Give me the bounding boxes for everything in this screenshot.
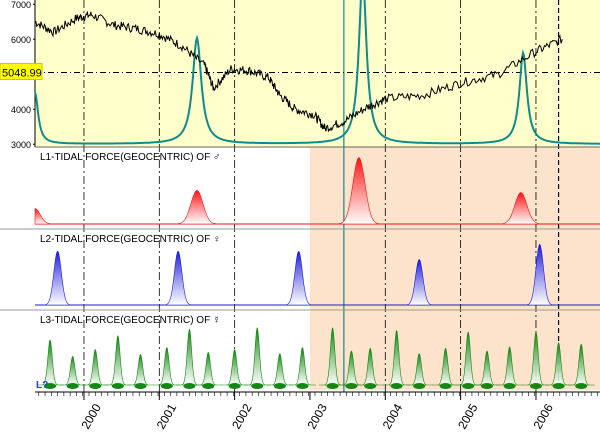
mercury-trough-13 (345, 383, 358, 389)
mercury-trough-19 (481, 383, 493, 389)
mercury-trough-0 (44, 383, 57, 389)
mercury-trough-3 (111, 383, 124, 389)
mercury-peak-10 (266, 353, 294, 386)
x-tick-label-2000: 2000 (78, 401, 104, 431)
mercury-peak-5 (153, 347, 181, 386)
panel-label-venus: L2-TIDAL FORCE(GEOCENTRIC) OF ♀ (40, 234, 220, 245)
mercury-peak-6 (175, 328, 203, 386)
venus-peak-0 (35, 250, 81, 306)
mercury-trough-20 (503, 383, 516, 389)
mercury-trough-22 (552, 383, 565, 389)
mercury-trough-16 (413, 383, 426, 389)
mercury-trough-8 (228, 383, 241, 389)
mercury-trough-6 (183, 383, 196, 389)
mercury-peak-8 (221, 349, 249, 386)
mars-peak-2 (322, 157, 396, 225)
y-tick-label-4: 3000 (11, 140, 31, 150)
mercury-trough-12 (326, 383, 339, 389)
x-tick-label-2001: 2001 (154, 401, 180, 431)
mercury-peak-16 (405, 353, 433, 386)
venus-panel (35, 243, 600, 306)
mercury-trough-15 (390, 383, 403, 389)
mars-peak-0 (34, 208, 67, 225)
mercury-trough-23 (575, 383, 588, 389)
x-tick-label-2002: 2002 (229, 401, 255, 431)
x-tick-label-2006: 2006 (530, 401, 556, 431)
mercury-peak-4 (126, 353, 154, 386)
mercury-trough-21 (529, 383, 542, 389)
grid-lines (83, 0, 560, 392)
mercury-trough-14 (364, 383, 377, 389)
x-axis: 2000 2001 2002 2003 2004 2005 2006 (35, 391, 600, 432)
y-tick-label-0: 7000 (11, 0, 31, 10)
venus-peak-1 (155, 250, 201, 306)
mercury-peak-14 (356, 347, 384, 386)
x-tick-label-2004: 2004 (380, 401, 406, 431)
current-value-box (0, 62, 43, 80)
mercury-peak-2 (81, 349, 109, 386)
venus-peak-3 (396, 259, 442, 306)
mercury-trough-18 (462, 383, 475, 389)
mercury-peak-7 (194, 351, 222, 386)
mars-peak-1 (160, 190, 234, 225)
x-tick-label-2005: 2005 (455, 401, 481, 431)
price-panel: 70006000500040003000 5048.99 (0, 0, 600, 150)
mercury-peak-9 (243, 327, 271, 386)
y-tick-label-3: 4000 (11, 105, 31, 115)
mercury-trough-1 (66, 383, 79, 389)
mercury-peak-1 (59, 355, 87, 386)
mercury-peak-23 (567, 343, 595, 386)
mercury-trough-4 (134, 383, 147, 389)
venus-peak-2 (276, 250, 322, 306)
mercury-trough-9 (251, 383, 264, 389)
y-tick-label-1: 6000 (11, 35, 31, 45)
mercury-trough-5 (160, 383, 173, 389)
corner-label: L? (36, 380, 48, 391)
tidal-force-curve (34, 0, 600, 145)
mercury-trough-10 (273, 383, 286, 389)
mercury-trough-2 (89, 383, 102, 389)
mercury-panel (36, 327, 595, 389)
mercury-peak-0 (36, 339, 64, 386)
mercury-trough-7 (202, 383, 215, 389)
current-value-label: 5048.99 (2, 67, 42, 79)
venus-peak-4 (517, 243, 563, 306)
mars-panel (34, 157, 600, 225)
mercury-trough-11 (296, 383, 309, 389)
mercury-peak-11 (288, 347, 316, 386)
mercury-peak-20 (496, 346, 524, 386)
mars-peak-3 (484, 192, 558, 225)
panel-label-mercury: L3-TIDAL FORCE(GEOCENTRIC) OF ☿ (40, 315, 220, 326)
mercury-trough-17 (439, 383, 452, 389)
panel-label-mars: L1-TIDAL FORCE(GEOCENTRIC) OF ♂ (40, 152, 220, 163)
mercury-peak-3 (104, 335, 132, 386)
price-series-line (34, 11, 563, 132)
x-tick-label-2003: 2003 (304, 401, 330, 431)
